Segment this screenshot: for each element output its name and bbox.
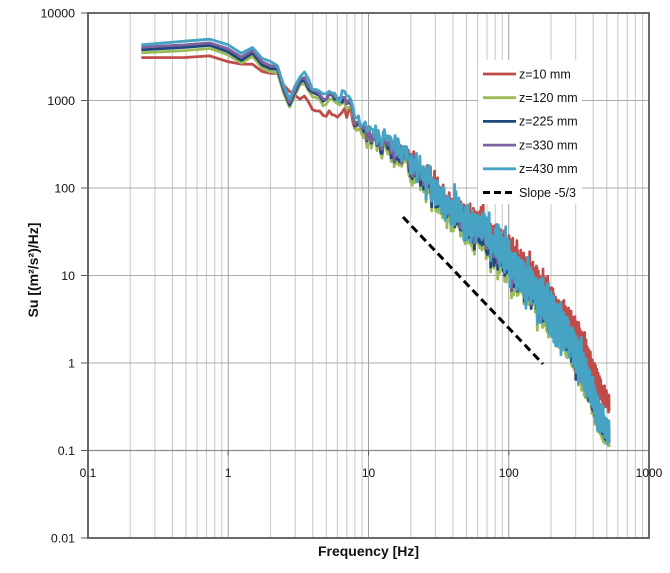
svg-text:z=330 mm: z=330 mm (519, 138, 578, 152)
svg-text:z=225 mm: z=225 mm (519, 115, 578, 129)
svg-text:0.1: 0.1 (80, 466, 97, 480)
svg-text:100: 100 (54, 181, 75, 195)
svg-text:1: 1 (68, 356, 75, 370)
svg-text:10: 10 (362, 466, 376, 480)
svg-text:z=430 mm: z=430 mm (519, 162, 578, 176)
svg-text:Frequency [Hz]: Frequency [Hz] (318, 543, 419, 559)
svg-text:1: 1 (225, 466, 232, 480)
svg-text:10: 10 (61, 269, 75, 283)
svg-text:Su [(m²/s²)/Hz]: Su [(m²/s²)/Hz] (25, 223, 41, 318)
svg-text:10000: 10000 (41, 6, 76, 20)
svg-text:Slope -5/3: Slope -5/3 (519, 186, 576, 200)
svg-text:z=120 mm: z=120 mm (519, 91, 578, 105)
svg-text:0.01: 0.01 (51, 531, 75, 545)
svg-text:100: 100 (499, 466, 519, 480)
svg-text:1000: 1000 (636, 466, 663, 480)
svg-text:1000: 1000 (47, 94, 75, 108)
svg-text:z=10 mm: z=10 mm (519, 67, 571, 81)
svg-text:0.1: 0.1 (58, 444, 75, 458)
